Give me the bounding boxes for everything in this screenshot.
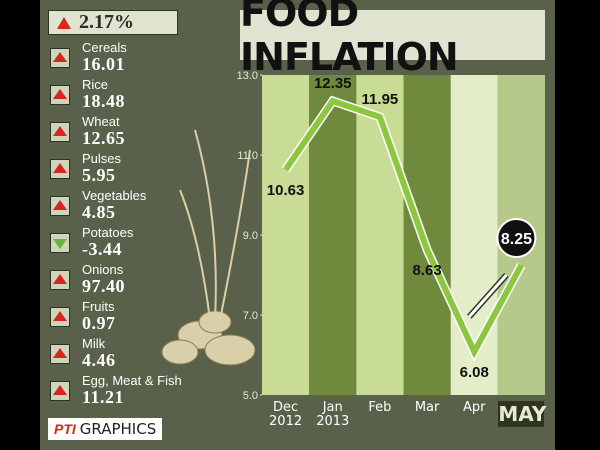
trend-icon [50, 122, 70, 142]
trend-arrow [53, 385, 67, 395]
arrow [53, 274, 67, 284]
trend-icon [50, 48, 70, 68]
y-tick-label: 9.0 [243, 230, 258, 242]
indicator-row: Onions 97.40 [48, 262, 178, 298]
item-name: Onions [82, 262, 124, 277]
source-logo: PTI [54, 421, 76, 437]
indicator-row: Fruits 0.97 [48, 299, 178, 335]
chart: 5.0 7.0 9.0 11.0 13.0 10.63 12.35 11.95 8.63 6.08… [161, 70, 545, 402]
arrow [53, 348, 67, 358]
item-name: Fruits [82, 299, 115, 314]
headline-box: 2.17% [48, 10, 178, 35]
headline: 2.17% [79, 11, 134, 33]
trend-icon [50, 85, 70, 105]
value-label: 8.25 [501, 231, 532, 248]
indicator-row: Pulses 5.95 [48, 151, 178, 187]
x-tick-label: Apr [463, 400, 486, 415]
x-tick-label: Feb [368, 400, 392, 415]
y-tick-label: 13.0 [237, 70, 258, 82]
chart-title: FOOD INFLATION [240, 0, 545, 79]
trend-arrow [53, 348, 67, 358]
indicator-row: Vegetables 4.85 [48, 188, 178, 224]
trend-arrow [53, 200, 67, 210]
trend-arrow [53, 239, 67, 249]
arrow-decoration [468, 274, 508, 318]
arrow [53, 163, 67, 173]
item-name: Pulses [82, 151, 122, 166]
value-label: 11.95 [362, 91, 399, 108]
trend-arrow [53, 274, 67, 284]
x-tick-label: Jan 2013 [316, 400, 350, 429]
sidebar: 2.17% Cereals 16.01 Rice 18.48 Wheat 12.65 Pul… [48, 10, 182, 407]
trend-icon [50, 381, 70, 401]
line [283, 97, 525, 359]
item-value: 18.48 [82, 91, 125, 111]
indicator-row: Potatoes -3.44 [48, 225, 178, 261]
value-badge [496, 218, 537, 258]
item-name: Rice [82, 77, 109, 92]
trend-arrow [53, 311, 67, 321]
item-name: Wheat [82, 114, 120, 129]
item-name: Potatoes [82, 225, 134, 240]
column-band [403, 75, 451, 395]
column-band [262, 75, 310, 395]
indicator-row: Cereals 16.01 [48, 40, 178, 76]
source: PTI GRAPHICS [48, 418, 163, 440]
x-tick-label: MAY [498, 401, 547, 427]
item-name: Cereals [82, 40, 127, 55]
trend-arrow [53, 163, 67, 173]
wheat-illustration [179, 129, 251, 321]
y-tick-label: 11.0 [237, 150, 258, 162]
up-arrow [57, 16, 71, 29]
indicator-row: Wheat 12.65 [48, 114, 178, 150]
trend-icon [50, 307, 70, 327]
trend-icon [50, 344, 70, 364]
arrow [53, 89, 67, 99]
item-value: 0.97 [82, 313, 116, 333]
source-text: GRAPHICS [79, 420, 157, 438]
x-tick-label: Mar [414, 400, 440, 415]
x-tick-label: Dec 2012 [269, 400, 303, 429]
item-value: 5.95 [82, 165, 116, 185]
trend-arrow [53, 52, 67, 62]
trend-icon [50, 159, 70, 179]
arrow [53, 126, 67, 136]
item-value: -3.44 [82, 239, 122, 259]
value-label: 12.35 [314, 75, 352, 92]
arrow [53, 239, 67, 249]
item-name: Egg, Meat & Fish [82, 373, 182, 388]
item-value: 11.21 [82, 387, 125, 407]
item-name: Vegetables [82, 188, 147, 203]
panel: 5.0 7.0 9.0 11.0 13.0 10.63 12.35 11.95 8.63 6.08… [40, 0, 555, 450]
value-label: 8.63 [412, 262, 441, 279]
indicator-row: Milk 4.46 [48, 336, 178, 372]
indicator-row: Rice 18.48 [48, 77, 178, 113]
item-value: 4.85 [82, 202, 116, 222]
trend-arrow [53, 126, 67, 136]
indicator-row: Egg, Meat & Fish 11.21 [48, 373, 182, 409]
value-label: 6.08 [460, 364, 489, 381]
trend-icon [50, 196, 70, 216]
y-tick-label: 7.0 [243, 310, 258, 322]
potatoes-illustration [161, 310, 256, 366]
item-value: 12.65 [82, 128, 125, 148]
arrow [53, 52, 67, 62]
arrow [53, 385, 67, 395]
trend-arrow [53, 89, 67, 99]
item-name: Milk [82, 336, 106, 351]
item-value: 16.01 [82, 54, 125, 74]
arrow [53, 311, 67, 321]
item-value: 4.46 [82, 350, 116, 370]
arrow [53, 200, 67, 210]
trend-icon [50, 233, 70, 253]
y-tick-label: 5.0 [243, 390, 258, 402]
value-label: 10.63 [267, 182, 305, 199]
item-value: 97.40 [82, 276, 125, 296]
trend-icon [50, 270, 70, 290]
